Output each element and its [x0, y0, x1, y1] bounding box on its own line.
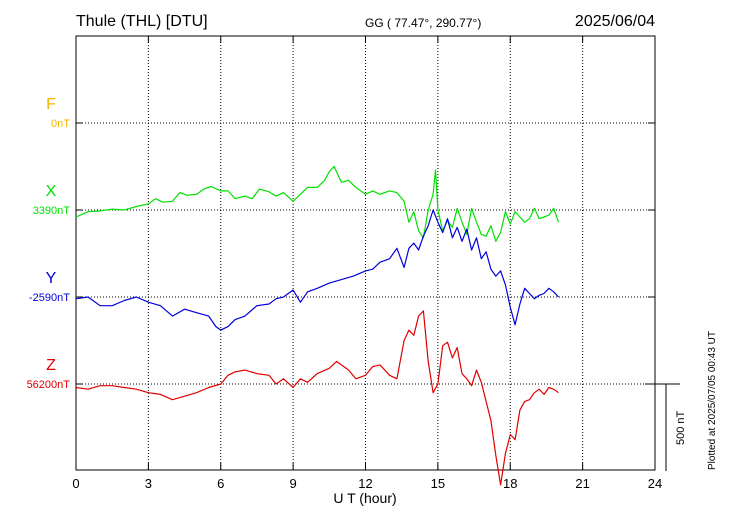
x-tick-label: 21: [575, 476, 589, 491]
x-tick-label: 15: [431, 476, 445, 491]
series-name-f: F: [46, 96, 56, 113]
series-baseline-x: 3390nT: [33, 205, 71, 217]
x-tick-label: 3: [145, 476, 152, 491]
grid: [76, 36, 655, 470]
x-tick-label: 6: [217, 476, 224, 491]
scale-bar: 500 nT: [645, 383, 687, 471]
x-tick-label: 9: [290, 476, 297, 491]
series-baseline-f: 0nT: [51, 118, 70, 130]
x-axis-label: U T (hour): [333, 490, 396, 506]
x-tick-label: 18: [503, 476, 517, 491]
trace-x: [75, 165, 560, 242]
x-tick-label: 12: [358, 476, 372, 491]
series-baseline-y: -2590nT: [29, 292, 70, 304]
plotted-timestamp: Plotted at 2025/07/05 00:43 UT: [707, 331, 718, 470]
scale-bar-label: 500 nT: [675, 410, 687, 445]
x-tick-label: 0: [72, 476, 79, 491]
coordinates-label: GG ( 77.47°, 290.77°): [365, 16, 481, 30]
x-axis: 0 3 6 9 12 15 18 21 24: [72, 36, 662, 491]
station-title: Thule (THL) [DTU]: [76, 13, 208, 30]
date-label: 2025/06/04: [575, 13, 655, 30]
series-name-x: X: [46, 183, 57, 200]
series-traces: [75, 165, 560, 486]
x-tick-label: 24: [648, 476, 662, 491]
series-labels: F 0nT X 3390nT Y -2590nT Z 56200nT: [27, 96, 71, 391]
series-baseline-z: 56200nT: [27, 379, 71, 391]
series-name-y: Y: [46, 270, 57, 287]
trace-z: [75, 310, 559, 486]
trace-y: [75, 209, 559, 331]
series-name-z: Z: [46, 357, 56, 374]
